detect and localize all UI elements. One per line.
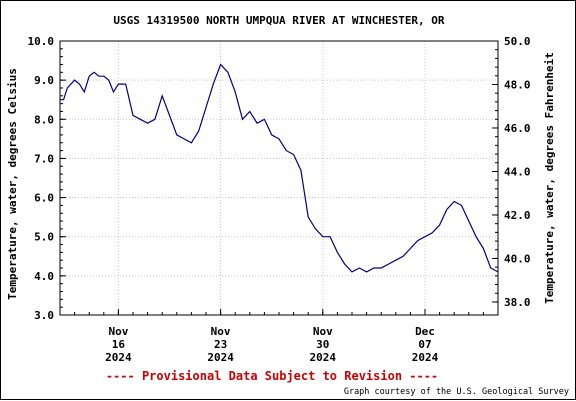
x-tick-label: 07 <box>418 338 431 351</box>
x-tick-label: Nov <box>108 325 128 338</box>
right-tick-label: 38.0 <box>504 296 531 309</box>
x-tick-label: 2024 <box>310 351 337 364</box>
x-tick-label: 2024 <box>105 351 132 364</box>
left-tick-label: 5.0 <box>34 231 54 244</box>
right-axis-ticks: 50.0 48.0 46.0 44.0 42.0 40.0 38.0 <box>492 35 531 309</box>
left-axis-ticks: 10.0 9.0 8.0 7.0 6.0 5.0 4.0 3.0 <box>28 35 66 322</box>
chart-title: USGS 14319500 NORTH UMPQUA RIVER AT WINC… <box>113 14 445 27</box>
grid-lines <box>60 41 498 315</box>
right-tick-label: 44.0 <box>504 165 531 178</box>
left-tick-label: 4.0 <box>34 270 54 283</box>
x-tick-label: 2024 <box>207 351 234 364</box>
x-tick-label: 23 <box>214 338 227 351</box>
left-axis-label: Temperature, water, degrees Celsius <box>6 68 19 300</box>
x-tick-label: Nov <box>211 325 231 338</box>
left-tick-label: 7.0 <box>34 152 54 165</box>
plot-area-border <box>59 40 499 316</box>
provisional-notice: ---- Provisional Data Subject to Revisio… <box>106 369 438 383</box>
x-tick-label: Nov <box>313 325 333 338</box>
right-tick-label: 42.0 <box>504 209 531 222</box>
left-tick-label: 8.0 <box>34 113 54 126</box>
right-tick-label: 46.0 <box>504 122 531 135</box>
left-tick-label: 3.0 <box>34 309 54 322</box>
right-axis-label: Temperature, water, degrees Fahrenheit <box>543 52 556 304</box>
x-tick-label: 30 <box>316 338 329 351</box>
x-tick-label: 2024 <box>412 351 439 364</box>
left-tick-label: 9.0 <box>34 74 54 87</box>
right-tick-label: 50.0 <box>504 35 531 48</box>
left-tick-label: 6.0 <box>34 192 54 205</box>
x-tick-label: 16 <box>112 338 126 351</box>
left-tick-label: 10.0 <box>28 35 55 48</box>
credit-text: Graph courtesy of the U.S. Geological Su… <box>344 387 569 397</box>
series-line-water-temperature <box>60 63 499 273</box>
right-tick-label: 48.0 <box>504 78 531 91</box>
x-tick-label: Dec <box>415 325 435 338</box>
right-tick-label: 40.0 <box>504 252 531 265</box>
